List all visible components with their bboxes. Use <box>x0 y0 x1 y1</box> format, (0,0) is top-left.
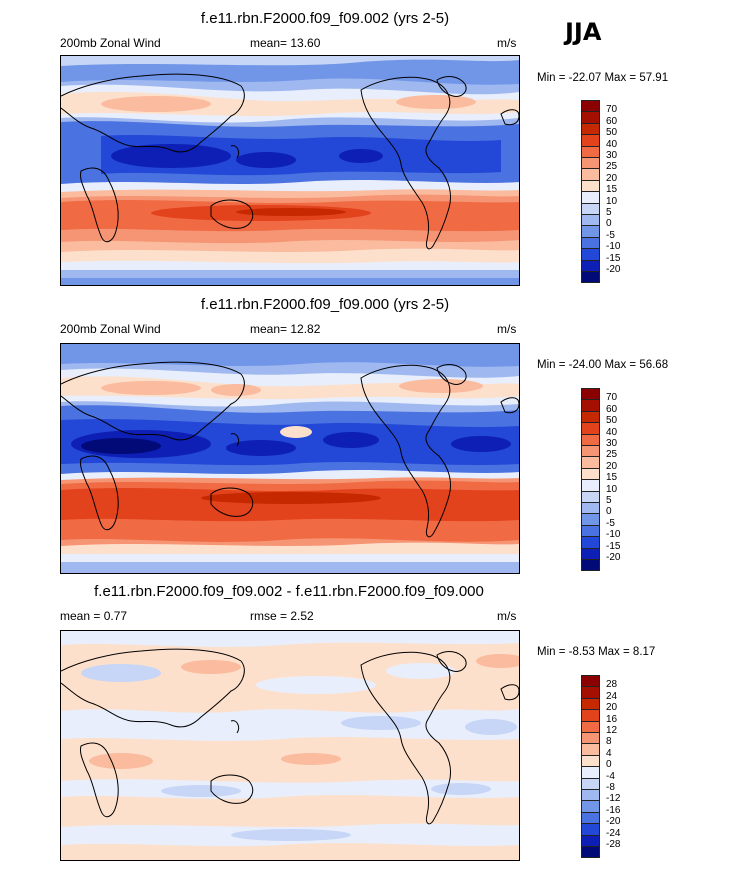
colorbar-level-label: 20 <box>606 172 618 184</box>
colorbar-level-label: 10 <box>606 483 618 495</box>
colorbar-level-label: 25 <box>606 161 618 173</box>
colorbar-level-label: -28 <box>606 839 621 850</box>
colorbar-level-label: -20 <box>606 264 621 275</box>
colorbar-level-label: -10 <box>606 529 621 541</box>
panel2-title: f.e11.rbn.F2000.f09_f09.000 (yrs 2-5) <box>200 296 450 313</box>
colorbar-level-label: 50 <box>606 415 618 427</box>
colorbar-level-label: 40 <box>606 138 618 150</box>
panel2-units: m/s <box>497 322 517 336</box>
colorbar-level-label: 0 <box>606 759 612 771</box>
colorbar-level-label: 15 <box>606 472 618 484</box>
panel3-minmax: Min = -8.53 Max = 8.17 <box>537 646 655 658</box>
panel3-max-value: 8.17 <box>632 646 656 658</box>
panel2-max-value: 56.68 <box>639 359 669 371</box>
panel1-min-value: -22.07 <box>568 72 602 84</box>
panel1-max-value: 57.91 <box>639 72 669 84</box>
colorbar-level-label: 70 <box>606 104 618 116</box>
colorbar-level-label: 0 <box>606 218 612 230</box>
panel3-mean: mean = 0.77 <box>60 609 127 623</box>
colorbar-level-label: -15 <box>606 252 621 264</box>
panel1-minmax: Min = -22.07 Max = 57.91 <box>537 72 668 84</box>
colorbar-level-label: 28 <box>606 679 618 691</box>
colorbar-level-label: -24 <box>606 827 621 839</box>
colorbar-level-label: -16 <box>606 804 621 816</box>
panel2-mean-label: mean= <box>250 322 288 336</box>
panel2-variable-label: 200mb Zonal Wind <box>60 322 161 336</box>
colorbar-level-label: 10 <box>606 195 618 207</box>
panel2-minmax: Min = -24.00 Max = 56.68 <box>537 359 668 371</box>
colorbar-level-label: 60 <box>606 403 618 415</box>
panel3-units: m/s <box>497 609 517 623</box>
colorbar-level-label: 5 <box>606 495 612 506</box>
colorbar-level-label: -5 <box>606 517 615 529</box>
panel1-units: m/s <box>497 36 517 50</box>
colorbar-level-label: -20 <box>606 552 621 563</box>
colorbar-level-label: 70 <box>606 392 618 404</box>
colorbar-level-label: 30 <box>606 438 618 449</box>
colorbar-level-label: -8 <box>606 782 615 793</box>
panel2-min-label: Min = <box>537 359 566 371</box>
panel1-variable-label: 200mb Zonal Wind <box>60 36 161 50</box>
colorbar-level-label: 0 <box>606 506 612 518</box>
panel3-mean-label: mean = <box>60 609 101 623</box>
colorbar-level-label: -12 <box>606 793 621 805</box>
panel2-max-label: Max = <box>604 359 637 371</box>
panel1-mean-value: 13.60 <box>290 36 321 50</box>
panel3-rmse-label: rmse = <box>250 609 288 623</box>
panel3-rmse: rmse = 2.52 <box>250 609 314 623</box>
colorbar-level-label: -4 <box>606 770 615 782</box>
colorbar-level-label: -15 <box>606 540 621 552</box>
panel3-title: f.e11.rbn.F2000.f09_f09.002 - f.e11.rbn.… <box>94 583 484 600</box>
panel2-mean-value: 12.82 <box>290 322 321 336</box>
panel1-title: f.e11.rbn.F2000.f09_f09.002 (yrs 2-5) <box>200 10 450 27</box>
colorbar-level-label: 25 <box>606 449 618 461</box>
panel3-mean-value: 0.77 <box>103 609 128 623</box>
colorbar-level-label: -10 <box>606 241 621 253</box>
colorbar-level-label: -5 <box>606 229 615 241</box>
panel3-min-label: Min = <box>537 646 566 658</box>
panel3-map <box>60 630 520 861</box>
panel1-min-label: Min = <box>537 72 566 84</box>
panel1-mean: mean= 13.60 <box>250 36 320 50</box>
panel1-field <box>61 56 519 285</box>
panel1-mean-label: mean= <box>250 36 288 50</box>
colorbar-level-label: 24 <box>606 690 618 702</box>
season-label: JJA <box>565 18 602 46</box>
colorbar-level-label: -20 <box>606 816 621 828</box>
colorbar-level-label: 30 <box>606 150 618 161</box>
colorbar-level-label: 20 <box>606 702 618 714</box>
colorbar-level-label: 4 <box>606 747 612 759</box>
colorbar-level-label: 12 <box>606 725 618 736</box>
colorbar-level-label: 15 <box>606 184 618 196</box>
panel3-max-label: Max = <box>598 646 630 658</box>
colorbar-swatch <box>581 559 600 572</box>
colorbar-swatch <box>581 271 600 284</box>
panel1-map <box>60 55 520 286</box>
panel2-field <box>61 344 519 573</box>
panel3-rmse-value: 2.52 <box>290 609 314 623</box>
colorbar-swatch <box>581 846 600 859</box>
colorbar-level-label: 50 <box>606 127 618 139</box>
colorbar-level-label: 20 <box>606 460 618 472</box>
panel3-min-value: -8.53 <box>568 646 595 658</box>
panel2-min-value: -24.00 <box>568 359 602 371</box>
panel3-field <box>61 631 519 860</box>
panel2-map <box>60 343 520 574</box>
panel2-mean: mean= 12.82 <box>250 322 320 336</box>
colorbar-level-label: 16 <box>606 713 618 725</box>
panel1-max-label: Max = <box>604 72 637 84</box>
colorbar-level-label: 5 <box>606 207 612 218</box>
colorbar-level-label: 40 <box>606 426 618 438</box>
colorbar-level-label: 60 <box>606 115 618 127</box>
colorbar-level-label: 8 <box>606 736 612 748</box>
